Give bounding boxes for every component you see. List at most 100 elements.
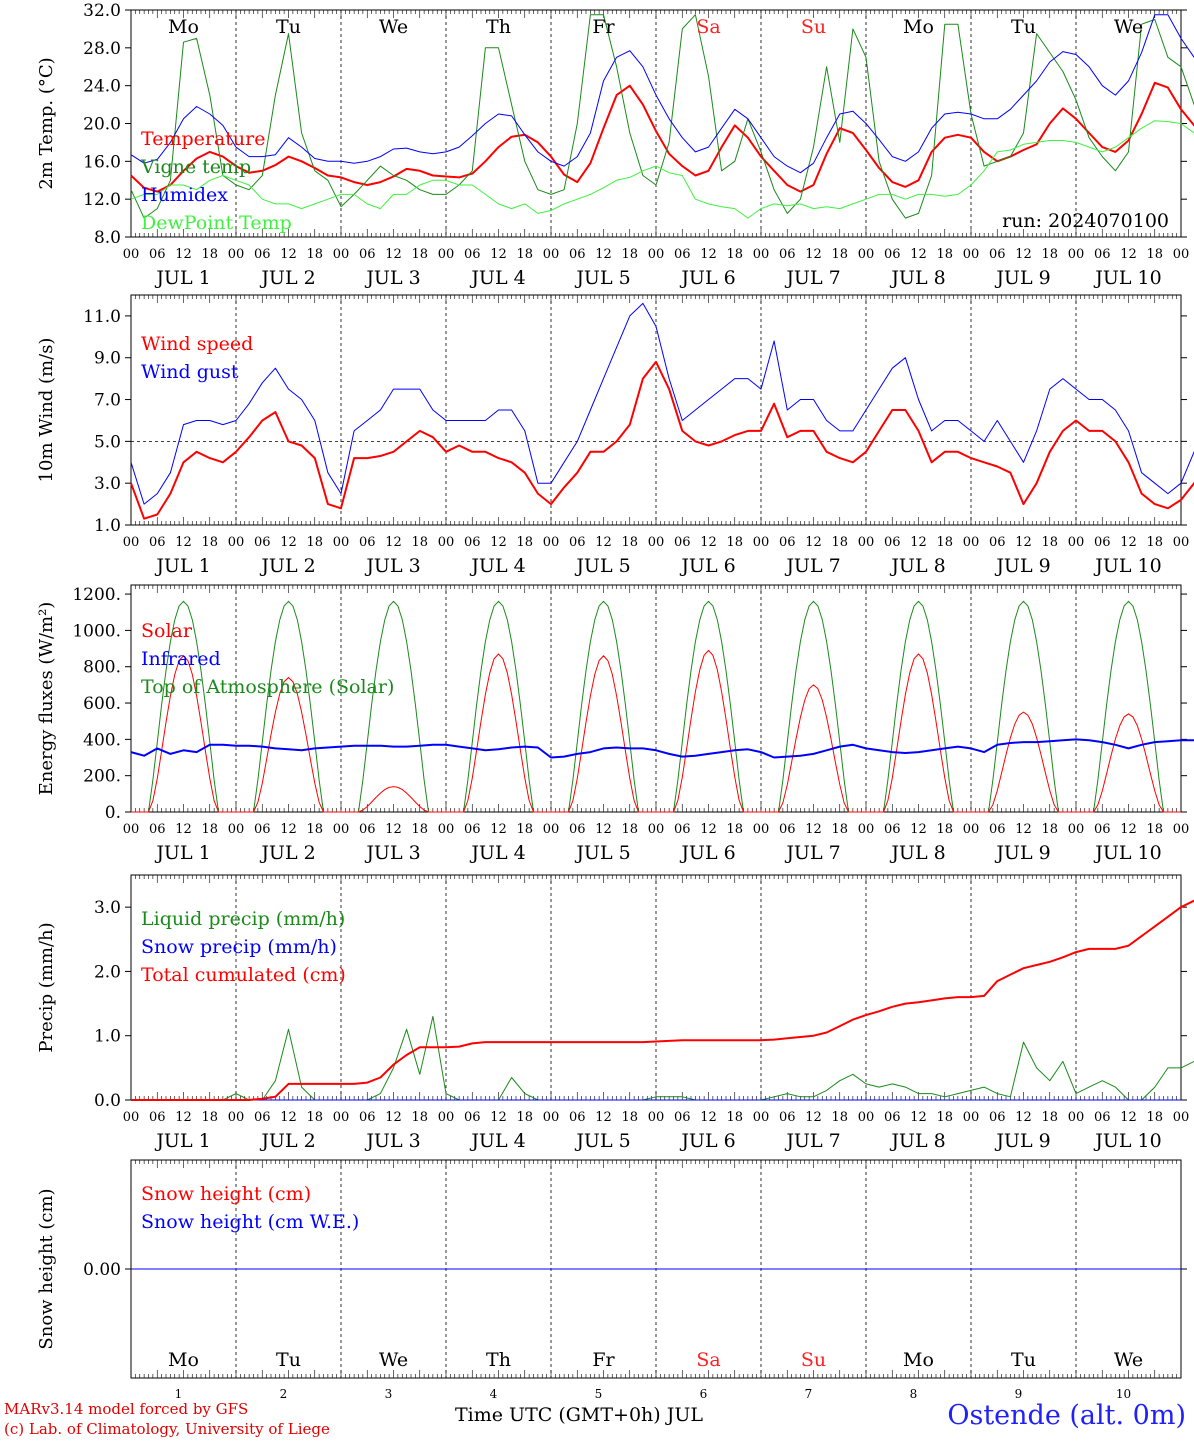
y-tick-label: 400. [83, 730, 121, 750]
hour-tick-label: 18 [306, 1110, 323, 1125]
wind-gust-line [130, 302, 1194, 505]
legend-label: Vigne temp [140, 156, 251, 178]
hour-tick-label: 12 [175, 1110, 192, 1125]
y-tick-label: 3.0 [94, 898, 121, 918]
y-tick-label: 1200. [72, 585, 121, 605]
hour-tick-label: 18 [621, 822, 638, 837]
date-label: JUL 5 [574, 267, 630, 289]
legend-label: Humidex [141, 184, 228, 206]
day-name-bottom: Mo [903, 1349, 934, 1371]
hour-tick-label: 06 [254, 1110, 271, 1125]
y-tick-label: 200. [83, 767, 121, 787]
day-number: 2 [280, 1387, 288, 1401]
day-name-top: Mo [903, 16, 934, 38]
hour-tick-label: 00 [228, 535, 245, 550]
date-label: JUL 10 [1093, 842, 1161, 864]
legend-label: Total cumulated (cm) [141, 964, 346, 986]
hour-tick-label: 12 [385, 822, 402, 837]
hour-tick-label: 12 [280, 535, 297, 550]
hour-tick-label: 12 [280, 247, 297, 262]
hour-tick-label: 00 [648, 247, 665, 262]
hour-tick-label: 00 [543, 535, 560, 550]
hour-tick-label: 12 [805, 1110, 822, 1125]
day-name-bottom: We [1114, 1349, 1143, 1371]
date-label: JUL 10 [1093, 1130, 1161, 1152]
legend-label: Liquid precip (mm/h) [141, 908, 345, 930]
day-name-bottom: Fr [592, 1349, 615, 1371]
hour-tick-label: 12 [175, 822, 192, 837]
hour-tick-label: 00 [123, 535, 140, 550]
hour-tick-label: 12 [385, 535, 402, 550]
legend-label: Solar [141, 620, 193, 642]
legend-label: DewPoint Temp [141, 212, 292, 234]
day-name-top: Fr [592, 16, 615, 38]
hour-tick-label: 12 [805, 822, 822, 837]
hour-tick-label: 00 [858, 535, 875, 550]
hour-tick-label: 06 [1094, 1110, 1111, 1125]
hour-tick-label: 12 [700, 535, 717, 550]
y-tick-label: 16.0 [83, 152, 121, 172]
hour-tick-label: 18 [201, 822, 218, 837]
hour-tick-label: 00 [858, 247, 875, 262]
y-tick-label: 0. [105, 803, 121, 823]
hour-tick-label: 06 [149, 1110, 166, 1125]
hour-tick-label: 18 [411, 535, 428, 550]
y-tick-label: 1.0 [94, 516, 121, 536]
date-label: JUL 1 [154, 267, 210, 289]
y-tick-label: 20.0 [83, 115, 121, 135]
hour-tick-label: 00 [438, 1110, 455, 1125]
hour-tick-label: 12 [805, 535, 822, 550]
y-axis-title: 2m Temp. (°C) [36, 57, 57, 189]
y-tick-label: 800. [83, 658, 121, 678]
hour-tick-label: 00 [963, 1110, 980, 1125]
day-number: 8 [910, 1387, 918, 1401]
hour-tick-label: 12 [1015, 535, 1032, 550]
hour-tick-label: 18 [726, 822, 743, 837]
lab-credit: (c) Lab. of Climatology, University of L… [4, 1420, 330, 1438]
hour-tick-label: 18 [411, 247, 428, 262]
day-name-top: Tu [276, 16, 301, 38]
hour-tick-label: 12 [490, 535, 507, 550]
hour-tick-label: 18 [936, 535, 953, 550]
hour-tick-label: 12 [280, 822, 297, 837]
hour-tick-label: 00 [1173, 535, 1190, 550]
day-name-bottom: Tu [276, 1349, 301, 1371]
day-name-bottom: Th [486, 1349, 511, 1371]
hour-tick-label: 06 [569, 535, 586, 550]
hour-tick-label: 06 [779, 535, 796, 550]
day-name-top: We [1114, 16, 1143, 38]
date-label: JUL 4 [469, 555, 525, 577]
date-label: JUL 5 [574, 1130, 630, 1152]
day-number: 1 [175, 1387, 183, 1401]
hour-tick-label: 18 [306, 535, 323, 550]
hour-tick-label: 18 [1146, 1110, 1163, 1125]
y-tick-label: 11.0 [83, 307, 121, 327]
date-label: JUL 2 [259, 842, 315, 864]
hour-tick-label: 12 [910, 535, 927, 550]
legend-label: Infrared [141, 648, 221, 670]
date-label: JUL 3 [364, 555, 420, 577]
date-label: JUL 9 [994, 842, 1050, 864]
day-number: 9 [1015, 1387, 1023, 1401]
dewpoint-temp-line [130, 120, 1194, 219]
hour-tick-label: 06 [359, 535, 376, 550]
liquid-precip-mm-h-line [131, 1015, 1194, 1101]
date-label: JUL 2 [259, 555, 315, 577]
hour-tick-label: 00 [1173, 1110, 1190, 1125]
date-label: JUL 8 [889, 1130, 945, 1152]
date-label: JUL 3 [364, 267, 420, 289]
hour-tick-label: 06 [674, 822, 691, 837]
hour-tick-label: 00 [753, 535, 770, 550]
date-label: JUL 6 [679, 555, 735, 577]
hour-tick-label: 18 [411, 822, 428, 837]
legend-label: Wind gust [141, 361, 239, 383]
hour-tick-label: 00 [858, 1110, 875, 1125]
hour-tick-label: 18 [831, 535, 848, 550]
hour-tick-label: 06 [779, 822, 796, 837]
hour-tick-label: 12 [595, 535, 612, 550]
y-tick-label: 600. [83, 694, 121, 714]
y-tick-label: 28.0 [83, 39, 121, 59]
hour-tick-label: 00 [963, 822, 980, 837]
hour-tick-label: 00 [963, 247, 980, 262]
